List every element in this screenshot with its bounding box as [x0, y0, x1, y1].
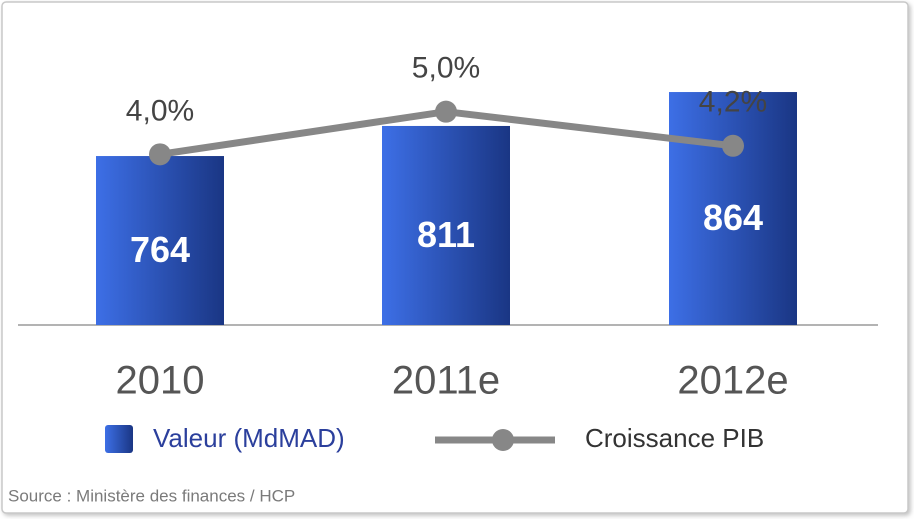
x-tick-label: 2010 — [116, 359, 205, 403]
bar-value-label: 811 — [417, 214, 475, 255]
line-point — [722, 134, 744, 157]
bar — [96, 156, 224, 325]
x-tick-label: 2012e — [677, 359, 788, 403]
source: Source : Ministère des finances / HCP — [8, 486, 295, 505]
line-value-label: 4,2% — [699, 86, 767, 119]
bar — [382, 125, 510, 326]
x-tick-label: 2011e — [392, 359, 500, 403]
legend-label: Valeur (MdMAD) — [153, 423, 345, 453]
bar-value-label: 864 — [703, 197, 763, 238]
line-value-label: 4,0% — [126, 94, 194, 127]
bar — [669, 92, 797, 325]
line-point — [149, 143, 171, 166]
legend-label: Croissance PIB — [585, 423, 764, 453]
line-value-label: 5,0% — [412, 52, 480, 85]
bar-value-label: 764 — [130, 229, 190, 270]
legend-swatch — [105, 425, 133, 453]
line-point — [435, 100, 457, 123]
legend-dot — [492, 429, 514, 451]
